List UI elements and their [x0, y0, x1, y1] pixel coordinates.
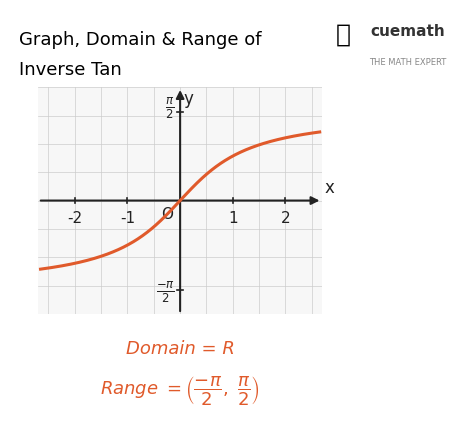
Text: Range $= \left(\dfrac{-\pi}{2},\ \dfrac{\pi}{2}\right)$: Range $= \left(\dfrac{-\pi}{2},\ \dfrac{… — [100, 374, 260, 407]
Text: 🚀: 🚀 — [336, 23, 351, 47]
Text: $\frac{-\pi}{2}$: $\frac{-\pi}{2}$ — [156, 280, 175, 305]
Text: $\frac{\pi}{2}$: $\frac{\pi}{2}$ — [165, 96, 175, 121]
Text: 2: 2 — [281, 211, 290, 226]
Text: O: O — [161, 208, 173, 222]
Text: cuemath: cuemath — [370, 24, 445, 39]
Text: y: y — [184, 90, 194, 108]
Text: x: x — [325, 179, 335, 197]
Text: THE MATH EXPERT: THE MATH EXPERT — [369, 58, 446, 67]
Text: -1: -1 — [120, 211, 135, 226]
Text: 1: 1 — [228, 211, 237, 226]
Text: Graph, Domain & Range of: Graph, Domain & Range of — [19, 31, 262, 48]
Text: Domain = R: Domain = R — [126, 340, 235, 358]
Text: -2: -2 — [67, 211, 82, 226]
Text: Inverse Tan: Inverse Tan — [19, 61, 122, 79]
